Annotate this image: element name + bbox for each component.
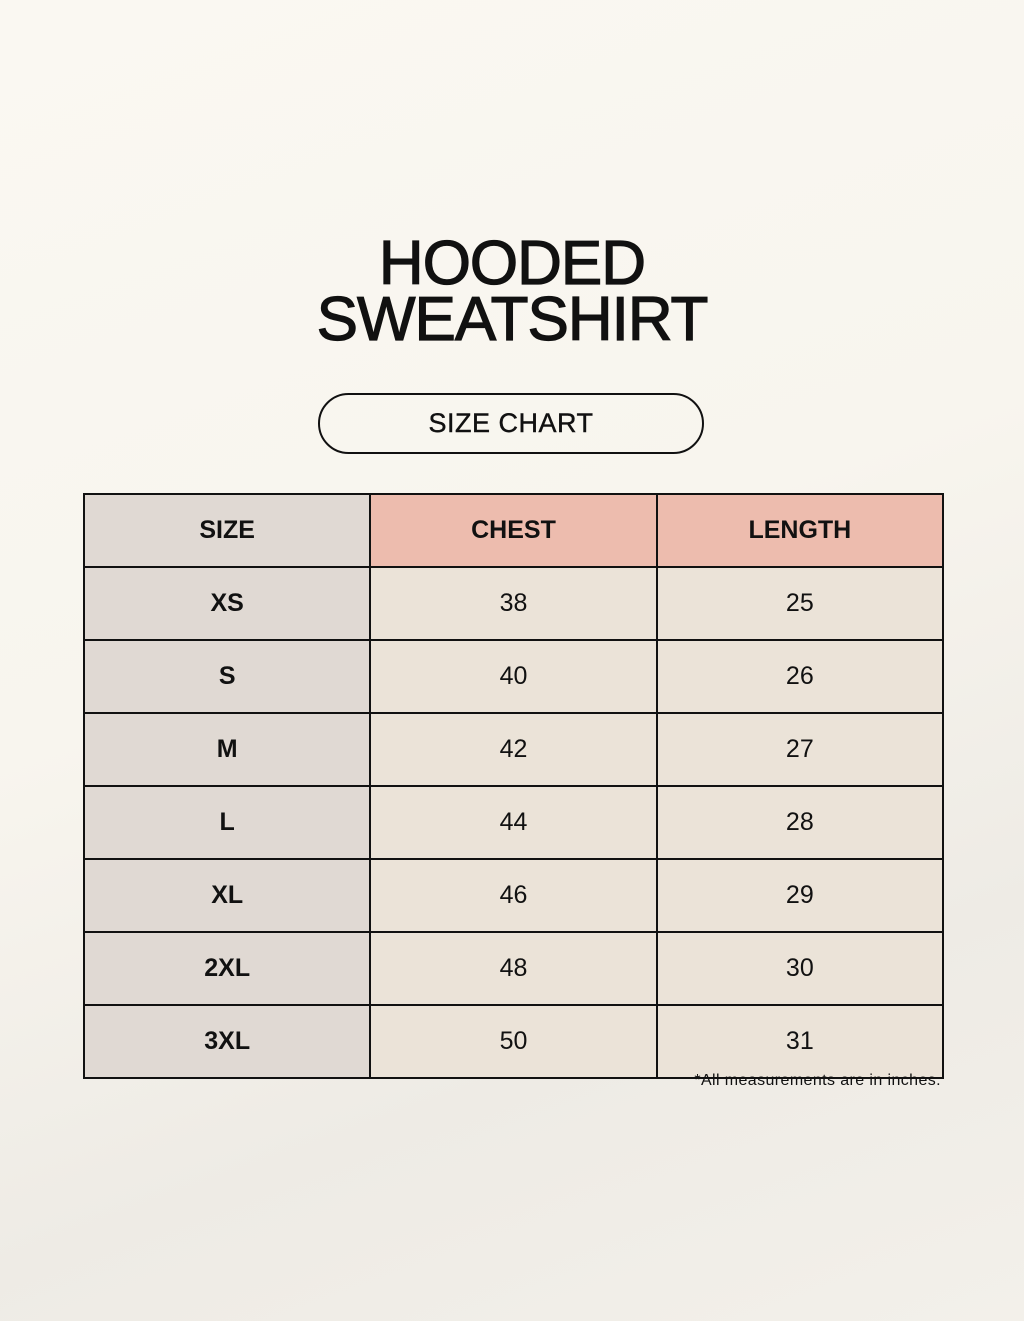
length-cell: 28 <box>655 785 945 860</box>
header-length: LENGTH <box>655 493 945 568</box>
chest-cell: 50 <box>369 1004 658 1079</box>
chest-cell: 38 <box>369 566 658 641</box>
table-row: 3XL 50 31 <box>82 1004 945 1079</box>
size-cell: S <box>82 639 372 714</box>
header-row: SIZE CHEST LENGTH <box>82 493 945 568</box>
header-chest: CHEST <box>369 493 658 568</box>
size-table: SIZE CHEST LENGTH XS 38 25 S 40 26 M 42 27 L 44 28 X… <box>82 493 945 1079</box>
length-cell: 27 <box>655 712 945 787</box>
table-row: XL 46 29 <box>82 858 945 933</box>
size-cell: XS <box>82 566 372 641</box>
measurement-note: *All measurements are in inches. <box>694 1072 941 1089</box>
table-row: 2XL 48 30 <box>82 931 945 1006</box>
title-line-2: SWEATSHIRT <box>316 285 709 354</box>
table-row: M 42 27 <box>82 712 945 787</box>
chest-cell: 46 <box>369 858 658 933</box>
page-title: HOODED SWEATSHIRT <box>0 229 1024 354</box>
length-cell: 25 <box>655 566 945 641</box>
header-size: SIZE <box>82 493 372 568</box>
chest-cell: 48 <box>369 931 658 1006</box>
table-row: S 40 26 <box>82 639 945 714</box>
chest-cell: 40 <box>369 639 658 714</box>
chest-cell: 42 <box>369 712 658 787</box>
size-cell: 2XL <box>82 931 372 1006</box>
table-row: XS 38 25 <box>82 566 945 641</box>
size-cell: L <box>82 785 372 860</box>
size-cell: M <box>82 712 372 787</box>
length-cell: 30 <box>655 931 945 1006</box>
size-cell: XL <box>82 858 372 933</box>
size-chart-label: SIZE CHART <box>318 393 704 454</box>
table-row: L 44 28 <box>82 785 945 860</box>
chest-cell: 44 <box>369 785 658 860</box>
length-cell: 26 <box>655 639 945 714</box>
length-cell: 29 <box>655 858 945 933</box>
length-cell: 31 <box>655 1004 945 1079</box>
size-cell: 3XL <box>82 1004 372 1079</box>
title-line-1: HOODED <box>378 229 646 298</box>
